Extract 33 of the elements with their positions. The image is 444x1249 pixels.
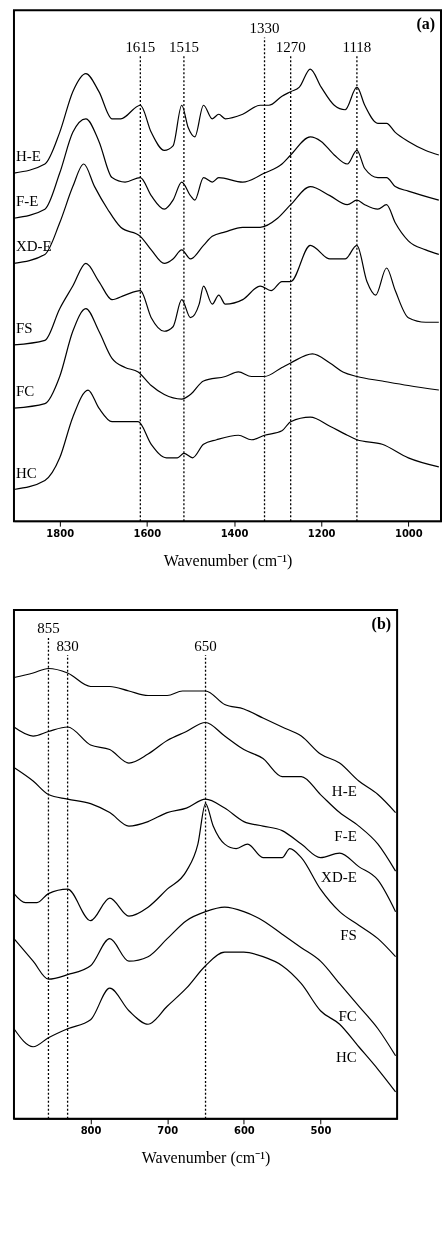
series-label: XD-E <box>321 868 357 885</box>
series-label: H-E <box>15 148 41 165</box>
x-tick-label: 500 <box>310 1125 332 1137</box>
text: (b) <box>371 614 392 633</box>
x-axis-title: Wavenumber (cm⁻¹) <box>141 1149 271 1168</box>
series-label: F-E <box>15 193 39 210</box>
ref-line-label: 1330 <box>249 20 280 37</box>
series-label: HC <box>15 464 37 481</box>
ref-line-label: 1615 <box>125 38 156 55</box>
x-axis-title: Wavenumber (cm⁻¹) <box>163 551 293 570</box>
series-label: FS <box>340 927 357 944</box>
ref-line-label: 650 <box>194 637 217 654</box>
x-tick-label: 800 <box>80 1125 102 1137</box>
series-label: HC <box>336 1048 357 1065</box>
x-tick-label: 700 <box>157 1125 179 1137</box>
x-tick-label: 1800 <box>46 527 75 539</box>
series-label: FS <box>15 319 33 336</box>
series-label: H-E <box>331 783 357 800</box>
series-label: XD-E <box>15 238 52 255</box>
ref-line-label: 1270 <box>275 38 306 55</box>
text: (a) <box>416 15 436 34</box>
x-tick-label: 1000 <box>394 527 423 539</box>
series-label: F-E <box>334 828 357 845</box>
series-label: FC <box>338 1008 357 1025</box>
ref-line-label: 830 <box>56 637 79 654</box>
x-tick-label: 1600 <box>133 527 162 539</box>
x-tick-label: 1400 <box>220 527 249 539</box>
ref-line-label: 1515 <box>168 38 199 55</box>
x-tick-label: 600 <box>233 1125 255 1137</box>
series-label: FC <box>15 383 35 400</box>
ref-line-label: 1118 <box>342 38 372 55</box>
ref-line-label: 855 <box>37 619 60 636</box>
x-tick-label: 1200 <box>307 527 336 539</box>
